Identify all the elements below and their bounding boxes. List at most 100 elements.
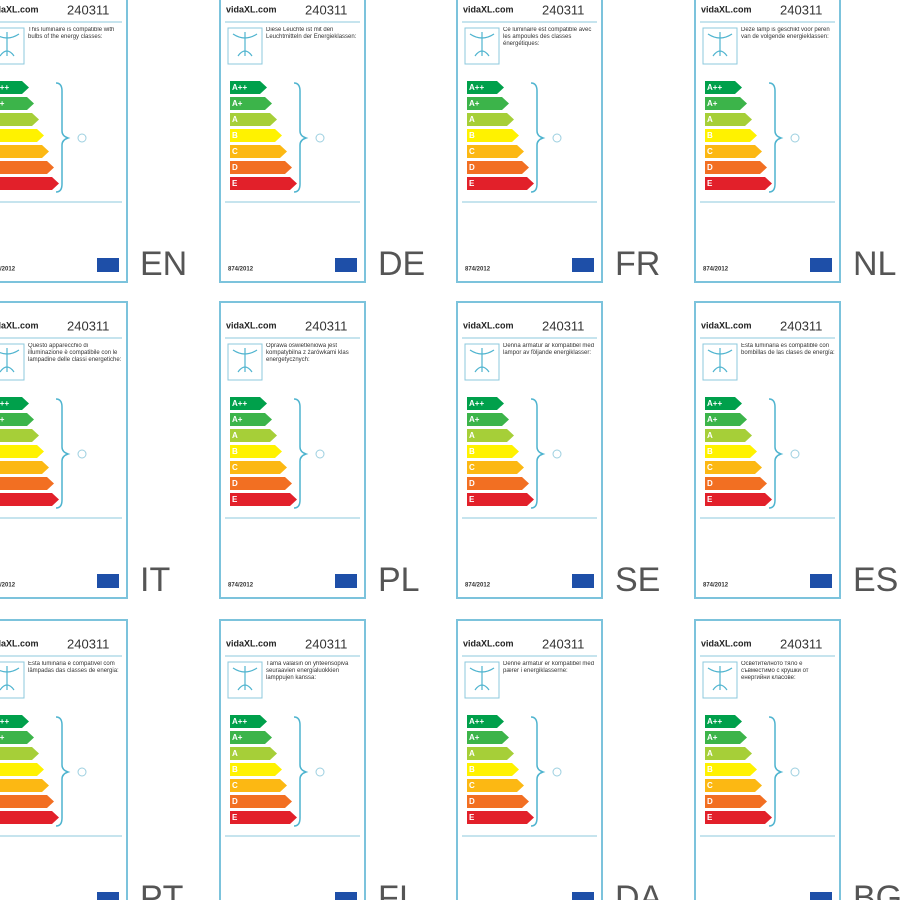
class-arrow xyxy=(467,731,509,744)
class-label: C xyxy=(469,147,475,156)
class-arrow xyxy=(705,113,752,126)
language-code: DE xyxy=(378,245,425,283)
class-label: A xyxy=(232,115,238,124)
bracket xyxy=(768,398,784,509)
description-box: Ce luminaire est compatible avec les amp… xyxy=(503,27,592,47)
class-arrow xyxy=(0,445,44,458)
bulb-icon xyxy=(77,449,87,459)
class-arrow xyxy=(230,715,267,728)
regulation: 874/2012 xyxy=(703,583,729,589)
class-label: D xyxy=(232,163,238,172)
class-label: D xyxy=(232,479,238,488)
bracket xyxy=(55,398,71,509)
class-arrow xyxy=(0,763,44,776)
class-arrow xyxy=(705,397,742,410)
product-code: 240311 xyxy=(780,636,822,651)
language-code: SE xyxy=(615,561,660,599)
energy-label: vidaXL.com 240311 Denne armatur er kompati… xyxy=(456,619,663,900)
class-label: E xyxy=(469,179,475,188)
class-label: C xyxy=(707,147,713,156)
logo: vidaXL.com xyxy=(701,4,752,14)
product-code: 240311 xyxy=(67,2,109,17)
lamp-icon-box xyxy=(0,343,25,381)
bracket xyxy=(530,398,546,509)
language-code: DA xyxy=(615,879,663,900)
class-label: D xyxy=(707,163,713,172)
lamp-icon xyxy=(0,348,20,373)
class-label: A xyxy=(469,115,475,124)
class-arrow xyxy=(0,129,44,142)
bulb-icon xyxy=(552,449,562,459)
class-arrow xyxy=(230,795,292,808)
product-code: 240311 xyxy=(542,318,584,333)
class-arrow xyxy=(467,97,509,110)
class-arrow xyxy=(230,397,267,410)
class-arrow xyxy=(0,113,39,126)
class-arrow xyxy=(230,763,282,776)
class-arrow xyxy=(230,413,272,426)
energy-label: vidaXL.com 240311 Ce luminaire est compati… xyxy=(456,0,660,283)
class-arrow xyxy=(705,763,757,776)
description: This luminaire is compatible with bulbs … xyxy=(28,27,115,40)
logo: vidaXL.com xyxy=(0,320,39,330)
logo: vidaXL.com xyxy=(0,638,39,648)
description-box: Oprawa oświetleniowa jest kompatybilna z… xyxy=(266,343,349,363)
class-arrow xyxy=(467,413,509,426)
class-arrow xyxy=(467,145,524,158)
class-label: A+ xyxy=(232,733,243,742)
description-box: Deze lamp is geschikt voor peren van de … xyxy=(741,27,830,40)
class-label: E xyxy=(232,813,238,822)
class-label: B xyxy=(707,447,713,456)
class-arrow xyxy=(705,145,762,158)
class-label: D xyxy=(707,479,713,488)
bulb-icon xyxy=(315,449,325,459)
class-arrow xyxy=(467,81,504,94)
product-code: 240311 xyxy=(67,636,109,651)
class-label: A xyxy=(232,749,238,758)
class-arrow xyxy=(705,445,757,458)
product-code: 240311 xyxy=(305,2,347,17)
regulation: 874/2012 xyxy=(703,267,729,273)
class-arrow xyxy=(230,731,272,744)
class-arrow xyxy=(467,161,529,174)
bracket xyxy=(55,716,71,827)
eu-flag xyxy=(810,258,832,272)
product-code: 240311 xyxy=(542,2,584,17)
description: Ce luminaire est compatible avec les amp… xyxy=(503,27,592,47)
class-label: C xyxy=(232,147,238,156)
class-arrow xyxy=(467,715,504,728)
regulation: 874/2012 xyxy=(465,583,491,589)
class-label: A+ xyxy=(0,99,5,108)
eu-flag xyxy=(335,574,357,588)
class-arrow xyxy=(467,795,529,808)
lamp-icon xyxy=(0,666,20,691)
class-label: A++ xyxy=(0,83,9,92)
class-label: A xyxy=(707,749,713,758)
lamp-icon xyxy=(469,32,495,57)
class-label: A xyxy=(469,431,475,440)
language-code: IT xyxy=(140,561,170,599)
class-label: A++ xyxy=(707,83,722,92)
class-arrow xyxy=(0,461,49,474)
class-label: A++ xyxy=(232,399,247,408)
description-box: This luminaire is compatible with bulbs … xyxy=(28,27,115,40)
product-code: 240311 xyxy=(542,636,584,651)
class-label: C xyxy=(469,463,475,472)
description: Tämä valaisin on yhteensopiva seuraavien… xyxy=(266,661,349,681)
description: Esta luminária é compatível com lâmpadas… xyxy=(28,661,119,674)
bulb-icon xyxy=(77,133,87,143)
product-code: 240311 xyxy=(780,2,822,17)
lamp-icon-box xyxy=(0,661,25,699)
class-label: A++ xyxy=(707,399,722,408)
product-code: 240311 xyxy=(67,318,109,333)
class-label: E xyxy=(469,495,475,504)
class-arrow xyxy=(705,413,747,426)
bracket xyxy=(768,82,784,193)
class-arrow xyxy=(230,779,287,792)
language-code: FI xyxy=(378,879,408,900)
regulation: 874/2012 xyxy=(228,583,254,589)
class-label: A+ xyxy=(232,415,243,424)
energy-label: vidaXL.com 240311 Esta luminaria es compat… xyxy=(694,301,898,599)
logo: vidaXL.com xyxy=(463,638,514,648)
